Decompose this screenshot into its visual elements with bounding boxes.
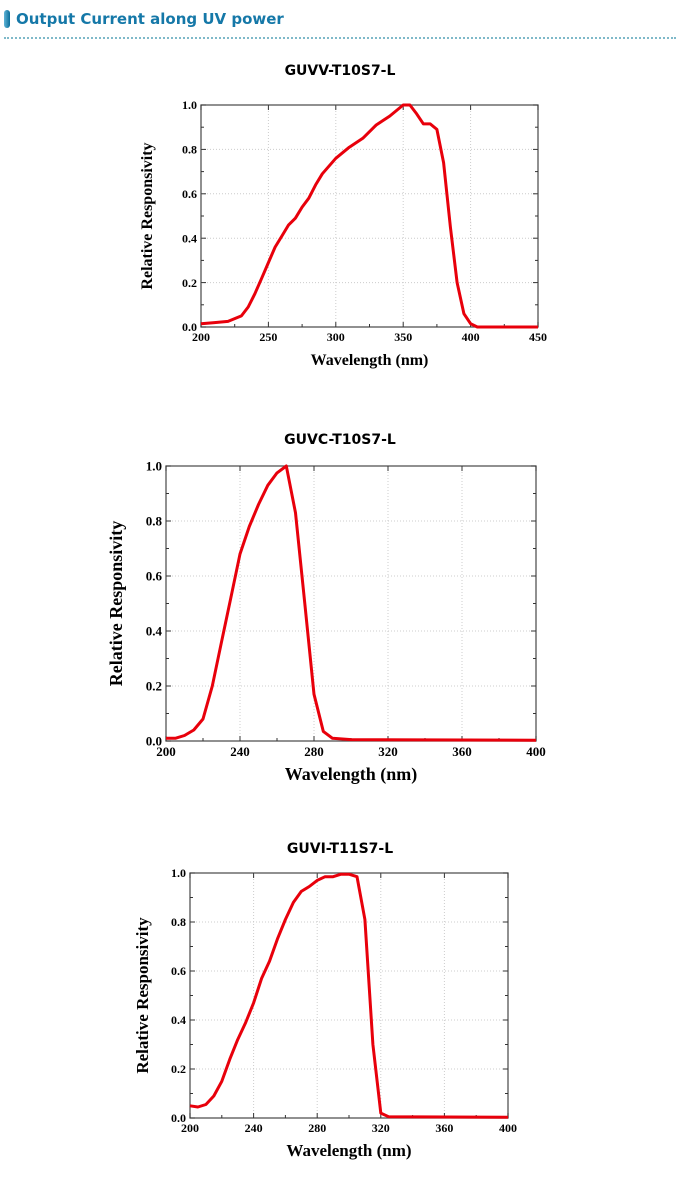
y-tick-label: 1.0 (171, 866, 186, 880)
x-tick-label: 240 (230, 744, 250, 759)
y-tick-label: 0.6 (171, 964, 186, 978)
x-axis-label: Wavelength (nm) (286, 1141, 411, 1160)
x-tick-label: 200 (192, 330, 210, 344)
x-tick-label: 200 (156, 744, 176, 759)
x-tick-label: 350 (394, 330, 412, 344)
series-line (200, 103, 538, 329)
chart-title-guvc: GUVC-T10S7-L (284, 432, 396, 448)
chart-1: 200 240 280 320 360 400 0.0 0.2 0.4 0.6 0.8 1.0 Wave… (106, 459, 546, 785)
x-tick-label: 360 (452, 744, 472, 759)
y-tick-label: 0.8 (171, 915, 186, 929)
chart-0: 200 250 300 350 400 450 0.0 0.2 0.4 0.6 0.8 1.0 Wave… (139, 98, 547, 369)
y-tick-label: 1.0 (182, 98, 197, 112)
y-tick-label: 0.0 (182, 320, 197, 334)
y-tick-label: 0.2 (146, 679, 162, 694)
x-axis-label: Wavelength (nm) (285, 764, 418, 785)
y-tick-label: 0.0 (171, 1111, 186, 1125)
chart-2: 200 240 280 320 360 400 0.0 0.2 0.4 0.6 0.8 1.0 Wave… (133, 866, 517, 1160)
y-tick-label: 0.2 (182, 276, 197, 290)
chart-title-guvi: GUVI-T11S7-L (286, 841, 394, 857)
y-axis-label: Relative Responsivity (106, 521, 126, 687)
x-tick-label: 360 (435, 1121, 453, 1135)
plot-area (200, 104, 539, 328)
y-tick-label: 0.4 (171, 1013, 186, 1027)
section-header: Output Current along UV power (4, 10, 284, 28)
x-tick-label: 240 (245, 1121, 263, 1135)
series-line (189, 872, 509, 1119)
series-line (166, 464, 537, 742)
y-tick-label: 1.0 (146, 459, 162, 474)
blue-bar-icon (4, 10, 10, 28)
x-tick-label: 320 (372, 1121, 390, 1135)
x-tick-label: 300 (327, 330, 345, 344)
y-tick-label: 0.8 (182, 143, 197, 157)
x-tick-label: 280 (308, 1121, 326, 1135)
y-tick-label: 0.6 (182, 187, 197, 201)
y-tick-label: 0.0 (146, 734, 162, 749)
dotted-divider (4, 37, 676, 39)
x-tick-label: 250 (259, 330, 277, 344)
x-tick-label: 320 (378, 744, 398, 759)
chart-title-guvv: GUVV-T10S7-L (284, 63, 396, 79)
y-tick-label: 0.4 (146, 624, 163, 639)
x-tick-label: 400 (462, 330, 480, 344)
x-tick-label: 400 (499, 1121, 517, 1135)
x-tick-label: 450 (529, 330, 547, 344)
x-tick-label: 280 (304, 744, 324, 759)
x-tick-label: 400 (526, 744, 546, 759)
x-axis-label: Wavelength (nm) (311, 352, 429, 369)
y-axis-label: Relative Responsivity (133, 917, 152, 1074)
y-axis-label: Relative Responsivity (139, 142, 156, 289)
x-tick-label: 200 (181, 1121, 199, 1135)
plot-area (189, 872, 509, 1119)
y-tick-label: 0.2 (171, 1062, 186, 1076)
plot-area (165, 465, 537, 742)
section-title: Output Current along UV power (16, 10, 284, 28)
y-tick-label: 0.8 (146, 514, 163, 529)
y-tick-label: 0.4 (182, 231, 197, 245)
y-tick-label: 0.6 (146, 569, 163, 584)
